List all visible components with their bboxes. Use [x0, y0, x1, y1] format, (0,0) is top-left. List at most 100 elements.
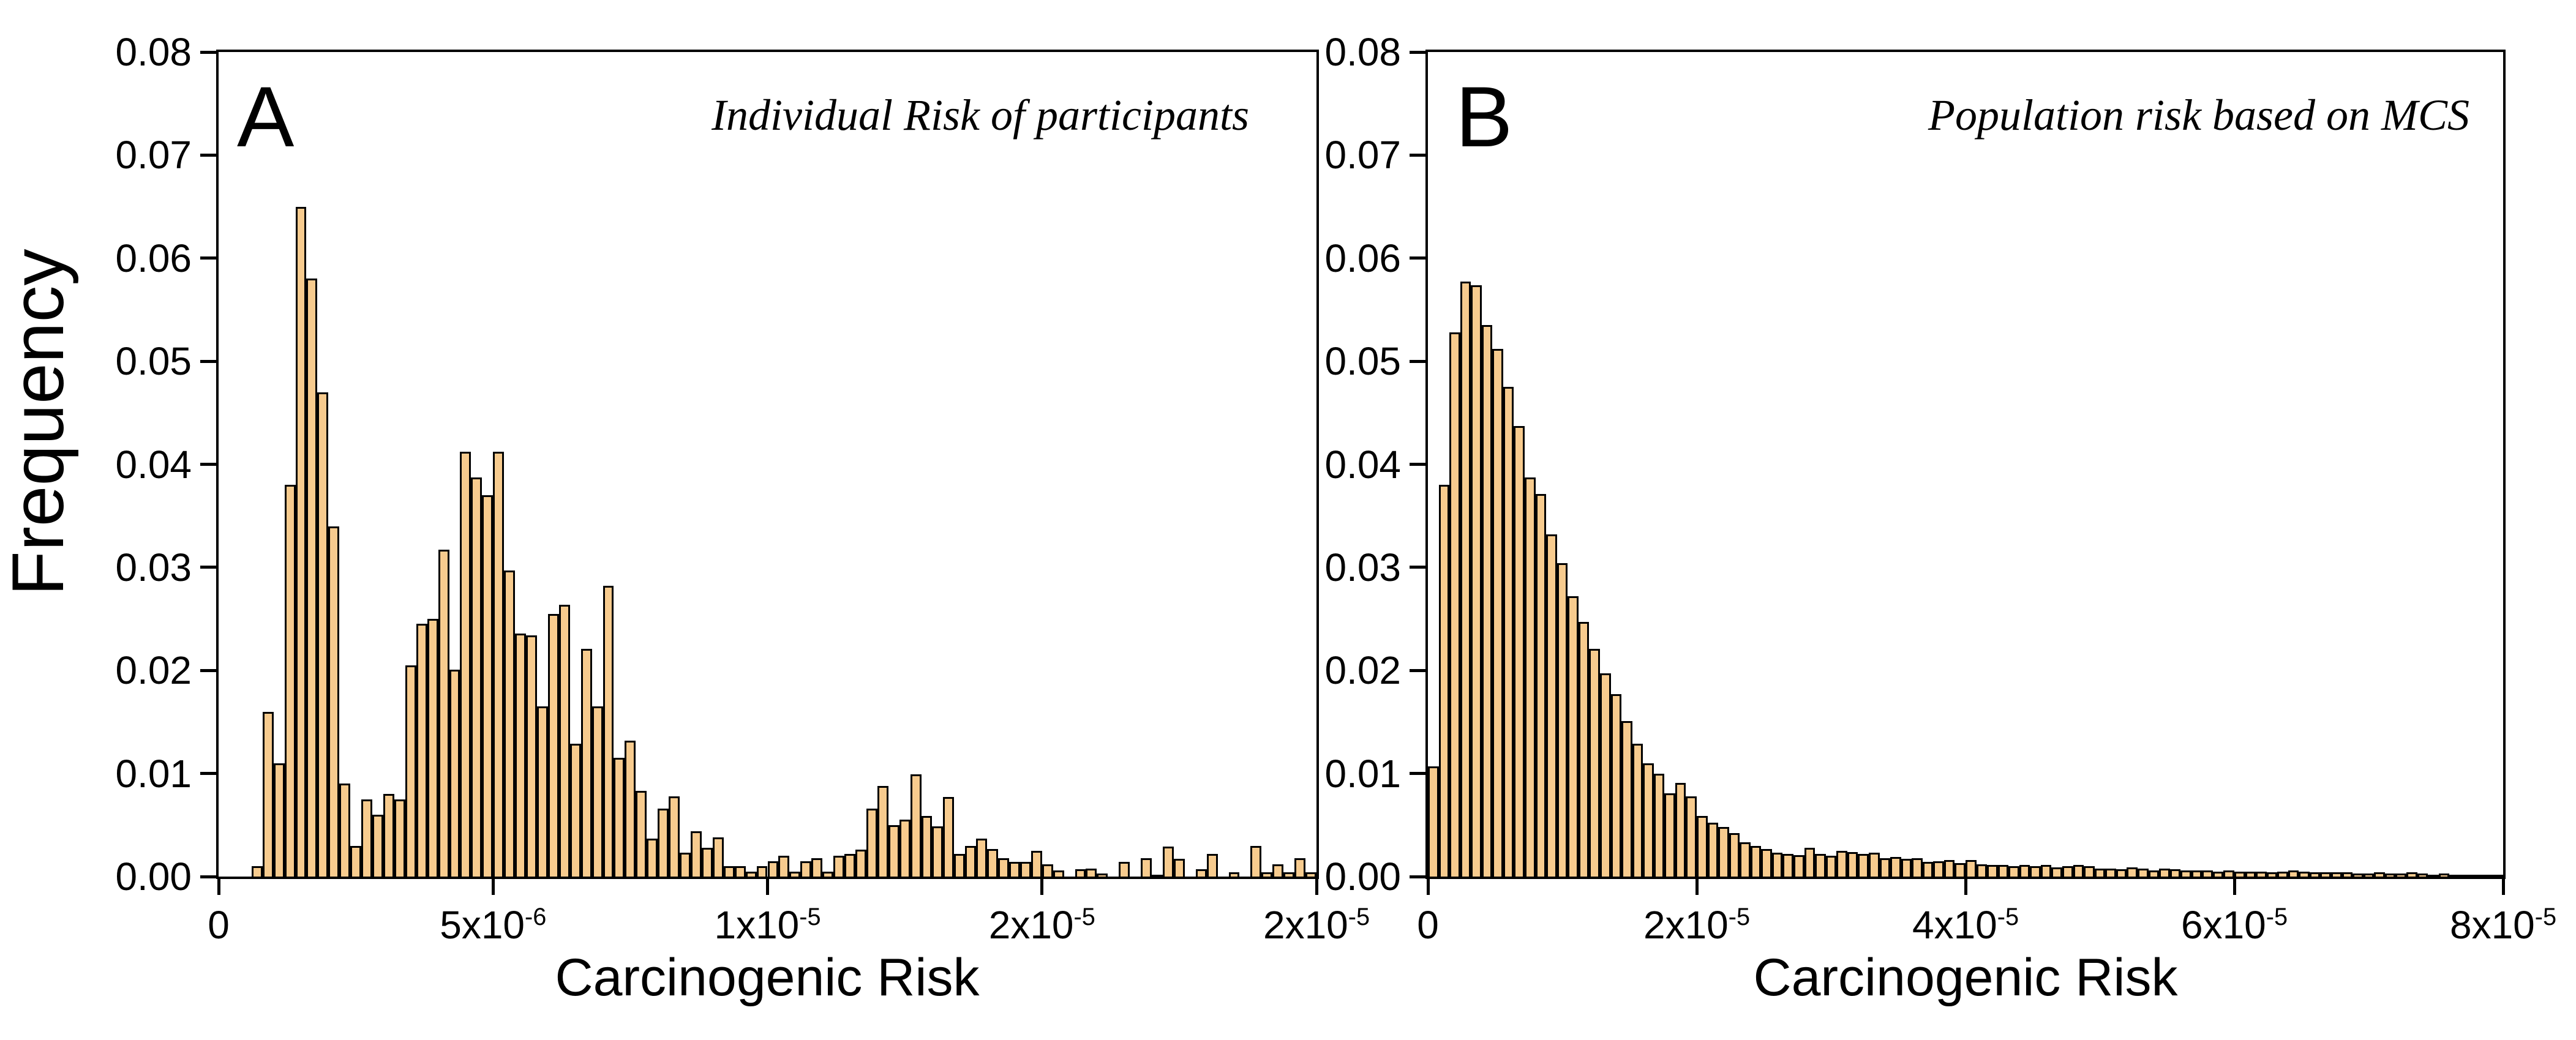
histogram-bar — [1825, 856, 1837, 877]
histogram-bar — [449, 669, 460, 877]
histogram-bar — [1610, 694, 1622, 877]
histogram-bar — [504, 570, 516, 877]
histogram-bar — [493, 452, 505, 877]
histogram-bar — [789, 871, 801, 877]
histogram-bar — [1272, 864, 1284, 877]
histogram-bar — [2191, 870, 2202, 877]
x-tick-label: 2x10-5 — [1263, 903, 1370, 947]
histogram-bar — [701, 847, 713, 877]
histogram-bar — [954, 853, 966, 877]
histogram-bar — [2159, 868, 2170, 877]
y-tick-label: 0.00 — [1324, 855, 1401, 899]
histogram-bar — [2481, 874, 2493, 877]
x-axis-tick — [217, 879, 220, 895]
histogram-bar — [471, 477, 483, 877]
histogram-bar — [350, 845, 362, 877]
histogram-bar — [767, 861, 779, 877]
histogram-bar — [669, 796, 680, 877]
y-axis-tick — [1410, 772, 1425, 776]
y-tick-label: 0.04 — [115, 442, 192, 487]
y-tick-label: 0.06 — [115, 236, 192, 280]
histogram-bar — [647, 838, 658, 877]
histogram-bar — [1782, 853, 1794, 877]
histogram-bar — [1879, 858, 1891, 877]
histogram-bar — [2449, 874, 2460, 877]
histogram-bar — [877, 785, 888, 877]
histogram-bar — [1568, 596, 1579, 877]
histogram-bar — [1955, 863, 1966, 877]
histogram-bar — [460, 452, 471, 877]
histogram-bar — [1933, 861, 1944, 877]
x-tick-label: 2x10-5 — [1643, 903, 1751, 947]
histogram-bar — [1261, 872, 1273, 877]
x-tick-label: 8x10-5 — [2449, 903, 2557, 947]
histogram-bar — [625, 740, 636, 877]
histogram-bar — [1503, 387, 1514, 877]
histogram-bar — [515, 633, 527, 877]
histogram-bar — [1525, 477, 1536, 877]
histogram-bar — [1599, 673, 1611, 877]
x-tick-label: 2x10-5 — [988, 903, 1095, 947]
histogram-bar — [658, 808, 669, 877]
histogram-bar — [569, 743, 581, 877]
histogram-bar — [855, 850, 866, 877]
histogram-bar — [2051, 867, 2063, 877]
histogram-bar — [1428, 766, 1439, 877]
histogram-bar — [2384, 873, 2396, 877]
histogram-bar — [2331, 872, 2342, 877]
histogram-bar — [1053, 870, 1064, 877]
histogram-bar — [1556, 563, 1568, 877]
histogram-bar — [1438, 485, 1450, 877]
histogram-bar — [405, 665, 416, 877]
histogram-bar — [2266, 872, 2278, 877]
histogram-bar — [603, 586, 614, 877]
histogram-bar — [1922, 862, 1934, 877]
histogram-bar — [1966, 860, 1977, 877]
histogram-bar — [1086, 868, 1097, 877]
y-tick-label: 0.01 — [115, 751, 192, 796]
y-tick-label: 0.02 — [115, 648, 192, 693]
histogram-bar — [2030, 866, 2041, 877]
histogram-bar — [1793, 855, 1804, 877]
histogram-bar — [1761, 848, 1772, 877]
histogram-bar — [2309, 872, 2321, 877]
histogram-bar — [1481, 325, 1493, 877]
histogram-bar — [1228, 872, 1240, 877]
histogram-bar — [1294, 858, 1306, 877]
histogram-bar — [1750, 845, 1762, 877]
y-axis-tick — [200, 359, 216, 363]
histogram-bar — [1901, 859, 1912, 877]
histogram-bar — [1075, 869, 1086, 877]
histogram-bar — [1912, 858, 1923, 877]
histogram-bar — [866, 808, 877, 877]
x-axis-tick — [1695, 879, 1699, 895]
panel-a-letter: A — [237, 69, 295, 165]
histogram-bar — [2094, 868, 2106, 877]
x-axis-tick — [1315, 879, 1318, 895]
histogram-bar — [306, 279, 318, 877]
histogram-bar — [1804, 847, 1816, 877]
histogram-bar — [2073, 865, 2084, 877]
histogram-bar — [965, 845, 977, 877]
histogram-bar — [1042, 864, 1053, 877]
histogram-bar — [2062, 866, 2073, 877]
histogram-bar — [2008, 866, 2019, 877]
histogram-bar — [1031, 850, 1042, 877]
histogram-bar — [2374, 872, 2385, 877]
histogram-bar — [273, 763, 285, 877]
histogram-bar — [1589, 648, 1600, 877]
histogram-bar — [2363, 873, 2375, 877]
histogram-bar — [1847, 851, 1858, 877]
histogram-bar — [1173, 859, 1185, 877]
histogram-bar — [1890, 857, 1901, 877]
histogram-bar — [680, 853, 691, 877]
histogram-bar — [1997, 865, 2009, 877]
histogram-bar — [1815, 853, 1826, 877]
histogram-bar — [2202, 870, 2213, 877]
y-axis-tick — [1410, 256, 1425, 260]
histogram-bar — [2395, 873, 2406, 877]
histogram-bar — [558, 604, 570, 877]
histogram-bar — [1460, 282, 1471, 877]
y-axis-tick — [1410, 463, 1425, 466]
histogram-bar — [778, 856, 790, 877]
